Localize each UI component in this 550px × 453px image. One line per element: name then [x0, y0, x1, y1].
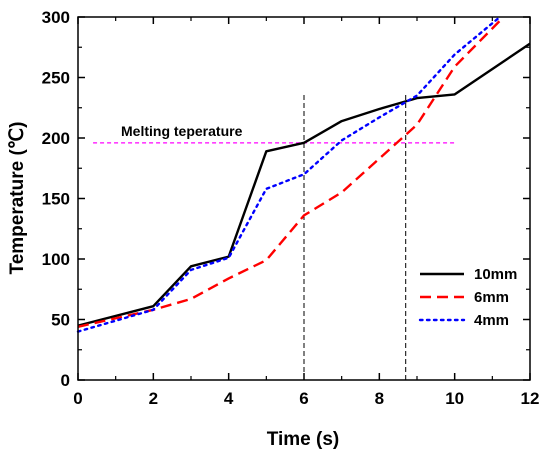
legend-label-6mm: 6mm — [474, 289, 509, 306]
x-tick-label: 8 — [375, 389, 384, 408]
y-axis-title: Temperature (℃) — [7, 122, 28, 275]
series-line-4mm — [76, 15, 502, 333]
legend: 10mm 6mm 4mm — [418, 266, 517, 329]
x-tick-label: 0 — [73, 389, 82, 408]
y-tick-label: 50 — [51, 311, 70, 330]
plot-frame — [77, 16, 531, 381]
series-line-6mm — [77, 16, 505, 328]
x-tick-label: 2 — [149, 389, 158, 408]
y-tick-label: 100 — [42, 250, 70, 269]
y-tick-label: 250 — [42, 69, 70, 88]
y-tick-label: 0 — [61, 371, 70, 390]
x-tick-label: 6 — [299, 389, 308, 408]
legend-label-10mm: 10mm — [474, 266, 517, 283]
series-layer — [76, 15, 531, 333]
y-tick-label: 300 — [42, 8, 70, 27]
annotation-markers-layer — [93, 93, 455, 380]
series-line-10mm — [77, 42, 531, 327]
x-tick-label: 12 — [521, 389, 540, 408]
ticks-layer: 0 2 4 6 8 10 12 0 50 100 150 200 250 300 — [42, 8, 540, 408]
x-axis-title: Time (s) — [267, 429, 340, 450]
y-tick-label: 150 — [42, 190, 70, 209]
x-tick-label: 10 — [445, 389, 464, 408]
legend-label-4mm: 4mm — [474, 312, 509, 329]
melting-temperature-label: Melting teperature — [121, 123, 243, 139]
x-tick-label: 4 — [224, 389, 234, 408]
y-tick-label: 200 — [42, 129, 70, 148]
